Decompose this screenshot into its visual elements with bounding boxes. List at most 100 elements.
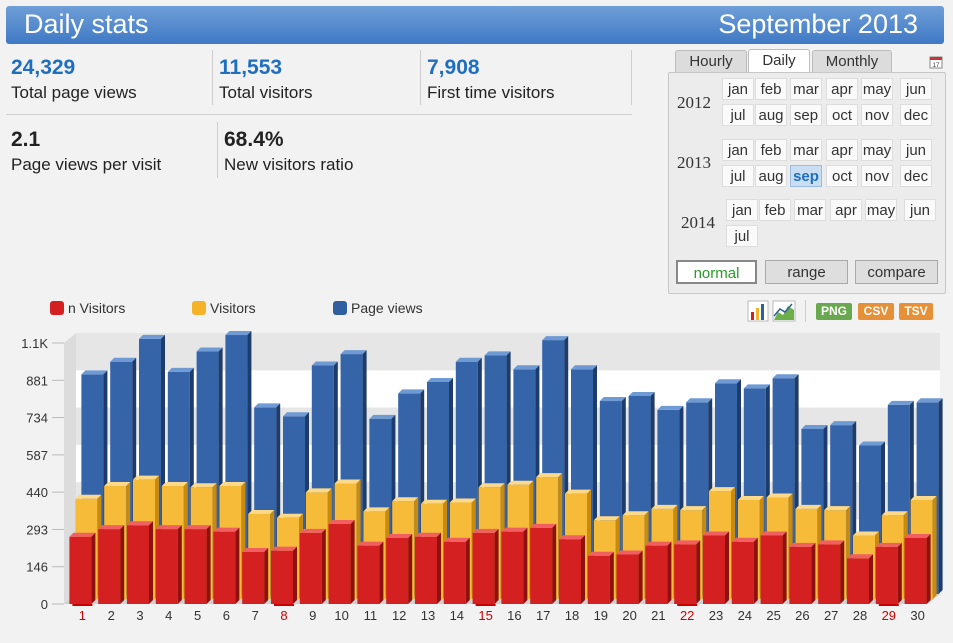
stat-total-page-views: 24,329 Total page views <box>11 56 137 103</box>
mode-compare-button[interactable]: compare <box>855 260 938 284</box>
bar-new-visitors <box>184 525 211 604</box>
calendar-month-2012-sep[interactable]: sep <box>790 104 822 126</box>
bar-new-visitors <box>760 531 787 604</box>
export-csv-button[interactable]: CSV <box>858 303 894 320</box>
calendar-month-2014-apr[interactable]: apr <box>830 199 862 221</box>
tab-monthly[interactable]: Monthly <box>812 50 892 73</box>
export-png-button[interactable]: PNG <box>816 303 852 320</box>
x-tick-label: 23 <box>709 608 723 623</box>
x-tick-label: 2 <box>108 608 115 623</box>
calendar-month-2013-may[interactable]: may <box>861 139 893 161</box>
calendar-month-2013-feb[interactable]: feb <box>755 139 787 161</box>
bar-new-visitors <box>472 528 499 604</box>
calendar-month-2013-nov[interactable]: nov <box>861 165 893 187</box>
calendar-month-2012-feb[interactable]: feb <box>755 78 787 100</box>
x-tick-label: 25 <box>766 608 780 623</box>
calendar-month-2012-dec[interactable]: dec <box>900 104 932 126</box>
stat-value: 7,908 <box>427 56 480 79</box>
legend-new-visitors[interactable]: n Visitors <box>50 300 125 316</box>
calendar-month-2013-jan[interactable]: jan <box>722 139 754 161</box>
divider <box>631 50 632 105</box>
calendar-month-2012-mar[interactable]: mar <box>790 78 822 100</box>
stat-label: Total visitors <box>219 83 313 102</box>
bar-new-visitors <box>530 523 557 604</box>
bar-new-visitors <box>904 533 931 604</box>
x-tick-label: 13 <box>421 608 435 623</box>
calendar-month-2014-jun[interactable]: jun <box>904 199 936 221</box>
bar-new-visitors <box>559 535 585 604</box>
stat-label: Page views per visit <box>11 155 162 174</box>
x-tick-label: 5 <box>194 608 201 623</box>
stat-value: 68.4% <box>224 128 284 151</box>
svg-text:17: 17 <box>933 63 940 69</box>
period-title: September 2013 <box>718 9 918 39</box>
calendar-month-2012-jan[interactable]: jan <box>722 78 754 100</box>
calendar-month-2012-oct[interactable]: oct <box>826 104 858 126</box>
x-tick-label: 26 <box>795 608 809 623</box>
y-tick-label: 881 <box>26 373 48 388</box>
divider <box>6 114 632 115</box>
y-tick-label: 0 <box>41 597 48 612</box>
x-tick-label: 21 <box>651 608 665 623</box>
stat-label: Total page views <box>11 83 137 102</box>
bar-new-visitors <box>501 527 528 604</box>
x-tick-label: 15 <box>478 608 492 623</box>
bar-new-visitors <box>127 521 153 604</box>
bar-new-visitors <box>213 527 240 604</box>
calendar-month-2013-aug[interactable]: aug <box>755 165 787 187</box>
x-tick-label: 3 <box>136 608 143 623</box>
calendar-month-2012-jun[interactable]: jun <box>900 78 932 100</box>
legend-swatch <box>50 301 64 315</box>
calendar-month-2013-dec[interactable]: dec <box>900 165 932 187</box>
legend-visitors[interactable]: Visitors <box>192 300 256 316</box>
mode-normal-button[interactable]: normal <box>676 260 757 284</box>
x-tick-label: 4 <box>165 608 172 623</box>
x-tick-label: 8 <box>280 608 287 623</box>
x-tick-label: 17 <box>536 608 550 623</box>
calendar-month-2013-apr[interactable]: apr <box>826 139 858 161</box>
stat-page-views-per-visit: 2.1 Page views per visit <box>11 128 161 175</box>
calendar-month-2012-nov[interactable]: nov <box>861 104 893 126</box>
stat-new-visitors-ratio: 68.4% New visitors ratio <box>224 128 353 175</box>
calendar-month-2014-mar[interactable]: mar <box>794 199 826 221</box>
divider <box>217 122 218 178</box>
stat-label: First time visitors <box>427 83 555 102</box>
x-tick-label: 1 <box>79 608 86 623</box>
bar-chart-icon[interactable] <box>747 300 769 322</box>
calendar-month-2014-may[interactable]: may <box>865 199 897 221</box>
calendar-month-2014-feb[interactable]: feb <box>759 199 791 221</box>
x-tick-label: 29 <box>882 608 896 623</box>
calendar-month-2013-jul[interactable]: jul <box>722 165 754 187</box>
calendar-month-2013-jun[interactable]: jun <box>900 139 932 161</box>
divider <box>805 300 806 322</box>
bar-new-visitors <box>415 532 441 604</box>
mode-range-button[interactable]: range <box>765 260 848 284</box>
calendar-month-2012-jul[interactable]: jul <box>722 104 754 126</box>
legend-label: n Visitors <box>68 300 126 316</box>
area-chart-icon[interactable] <box>772 300 796 322</box>
calendar-month-2014-jul[interactable]: jul <box>726 225 758 247</box>
tab-hourly[interactable]: Hourly <box>675 50 747 73</box>
divider <box>212 50 213 105</box>
bar-new-visitors <box>875 542 902 604</box>
calendar-month-2012-may[interactable]: may <box>861 78 893 100</box>
calendar-month-2012-apr[interactable]: apr <box>826 78 858 100</box>
y-tick-label: 293 <box>26 522 48 537</box>
legend-swatch <box>192 301 206 315</box>
calendar-icon[interactable]: 17 <box>929 55 943 69</box>
tab-daily[interactable]: Daily <box>748 49 810 74</box>
bar-new-visitors <box>242 547 269 604</box>
x-tick-label: 19 <box>594 608 608 623</box>
x-tick-label: 30 <box>910 608 924 623</box>
legend-page-views[interactable]: Page views <box>333 300 423 316</box>
calendar-month-2013-oct[interactable]: oct <box>826 165 858 187</box>
calendar-month-2013-sep[interactable]: sep <box>790 165 822 187</box>
stat-value: 11,553 <box>219 56 283 79</box>
bar-new-visitors <box>155 525 182 604</box>
export-tsv-button[interactable]: TSV <box>899 303 933 320</box>
page-header: Daily stats September 2013 <box>6 6 944 44</box>
x-tick-label: 10 <box>334 608 348 623</box>
calendar-month-2012-aug[interactable]: aug <box>755 104 787 126</box>
calendar-month-2013-mar[interactable]: mar <box>790 139 822 161</box>
calendar-month-2014-jan[interactable]: jan <box>726 199 758 221</box>
